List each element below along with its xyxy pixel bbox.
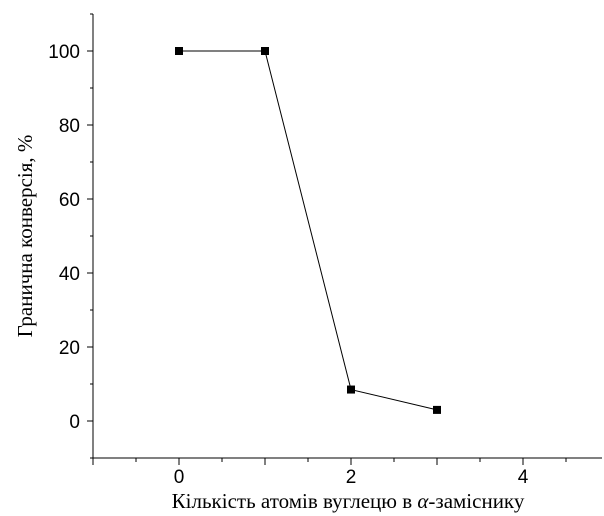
y-tick-label: 100 — [48, 42, 80, 63]
x-axis-label-symbol: α — [417, 489, 429, 513]
x-tick-label: 2 — [346, 467, 357, 488]
data-point-marker — [175, 47, 183, 55]
series-line — [179, 50, 438, 411]
x-ticks: 0 2 4 — [92, 458, 567, 488]
data-point-marker — [347, 385, 355, 394]
y-tick-label: 0 — [69, 412, 80, 433]
y-tick-label: 40 — [59, 264, 80, 285]
data-point-marker — [433, 405, 441, 414]
series-group — [175, 47, 441, 414]
x-tick-label: 4 — [518, 467, 529, 488]
y-ticks: 0 20 40 60 80 100 — [48, 13, 93, 459]
y-axis-label: Гранична конверсія, % — [13, 135, 37, 338]
y-tick-label: 20 — [59, 338, 80, 359]
y-tick-label: 60 — [59, 190, 80, 211]
data-point-marker — [261, 47, 269, 55]
x-axis-label: Кількість атомів вуглецю в α-заміснику — [172, 489, 525, 513]
y-tick-label: 80 — [59, 116, 80, 137]
x-tick-label: 0 — [174, 467, 185, 488]
